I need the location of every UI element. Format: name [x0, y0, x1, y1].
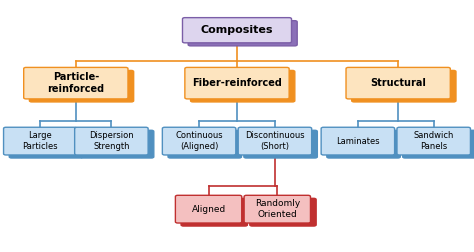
- Text: Large
Particles: Large Particles: [22, 132, 58, 151]
- FancyBboxPatch shape: [327, 130, 400, 158]
- Text: Aligned: Aligned: [191, 205, 226, 214]
- FancyBboxPatch shape: [352, 71, 456, 102]
- FancyBboxPatch shape: [9, 130, 83, 158]
- FancyBboxPatch shape: [321, 127, 394, 155]
- FancyBboxPatch shape: [24, 68, 128, 99]
- FancyBboxPatch shape: [244, 130, 318, 158]
- Text: Randomly
Oriented: Randomly Oriented: [255, 200, 300, 219]
- FancyBboxPatch shape: [29, 71, 134, 102]
- FancyBboxPatch shape: [191, 71, 295, 102]
- FancyBboxPatch shape: [181, 198, 247, 226]
- Text: Dispersion
Strength: Dispersion Strength: [89, 132, 134, 151]
- FancyBboxPatch shape: [4, 127, 77, 155]
- FancyBboxPatch shape: [162, 127, 236, 155]
- Text: Sandwich
Panels: Sandwich Panels: [413, 132, 454, 151]
- FancyBboxPatch shape: [182, 18, 292, 43]
- FancyBboxPatch shape: [175, 195, 242, 223]
- FancyBboxPatch shape: [185, 68, 289, 99]
- FancyBboxPatch shape: [188, 21, 297, 46]
- Text: Discontinuous
(Short): Discontinuous (Short): [245, 132, 305, 151]
- FancyBboxPatch shape: [397, 127, 470, 155]
- Text: Structural: Structural: [370, 78, 426, 88]
- FancyBboxPatch shape: [402, 130, 474, 158]
- FancyBboxPatch shape: [74, 127, 148, 155]
- FancyBboxPatch shape: [250, 198, 316, 226]
- FancyBboxPatch shape: [238, 127, 311, 155]
- FancyBboxPatch shape: [80, 130, 154, 158]
- Text: Composites: Composites: [201, 25, 273, 35]
- FancyBboxPatch shape: [168, 130, 241, 158]
- Text: Continuous
(Aligned): Continuous (Aligned): [175, 132, 223, 151]
- Text: Laminates: Laminates: [336, 137, 380, 146]
- FancyBboxPatch shape: [244, 195, 310, 223]
- FancyBboxPatch shape: [346, 68, 450, 99]
- Text: Particle-
reinforced: Particle- reinforced: [47, 72, 104, 94]
- Text: Fiber-reinforced: Fiber-reinforced: [192, 78, 282, 88]
